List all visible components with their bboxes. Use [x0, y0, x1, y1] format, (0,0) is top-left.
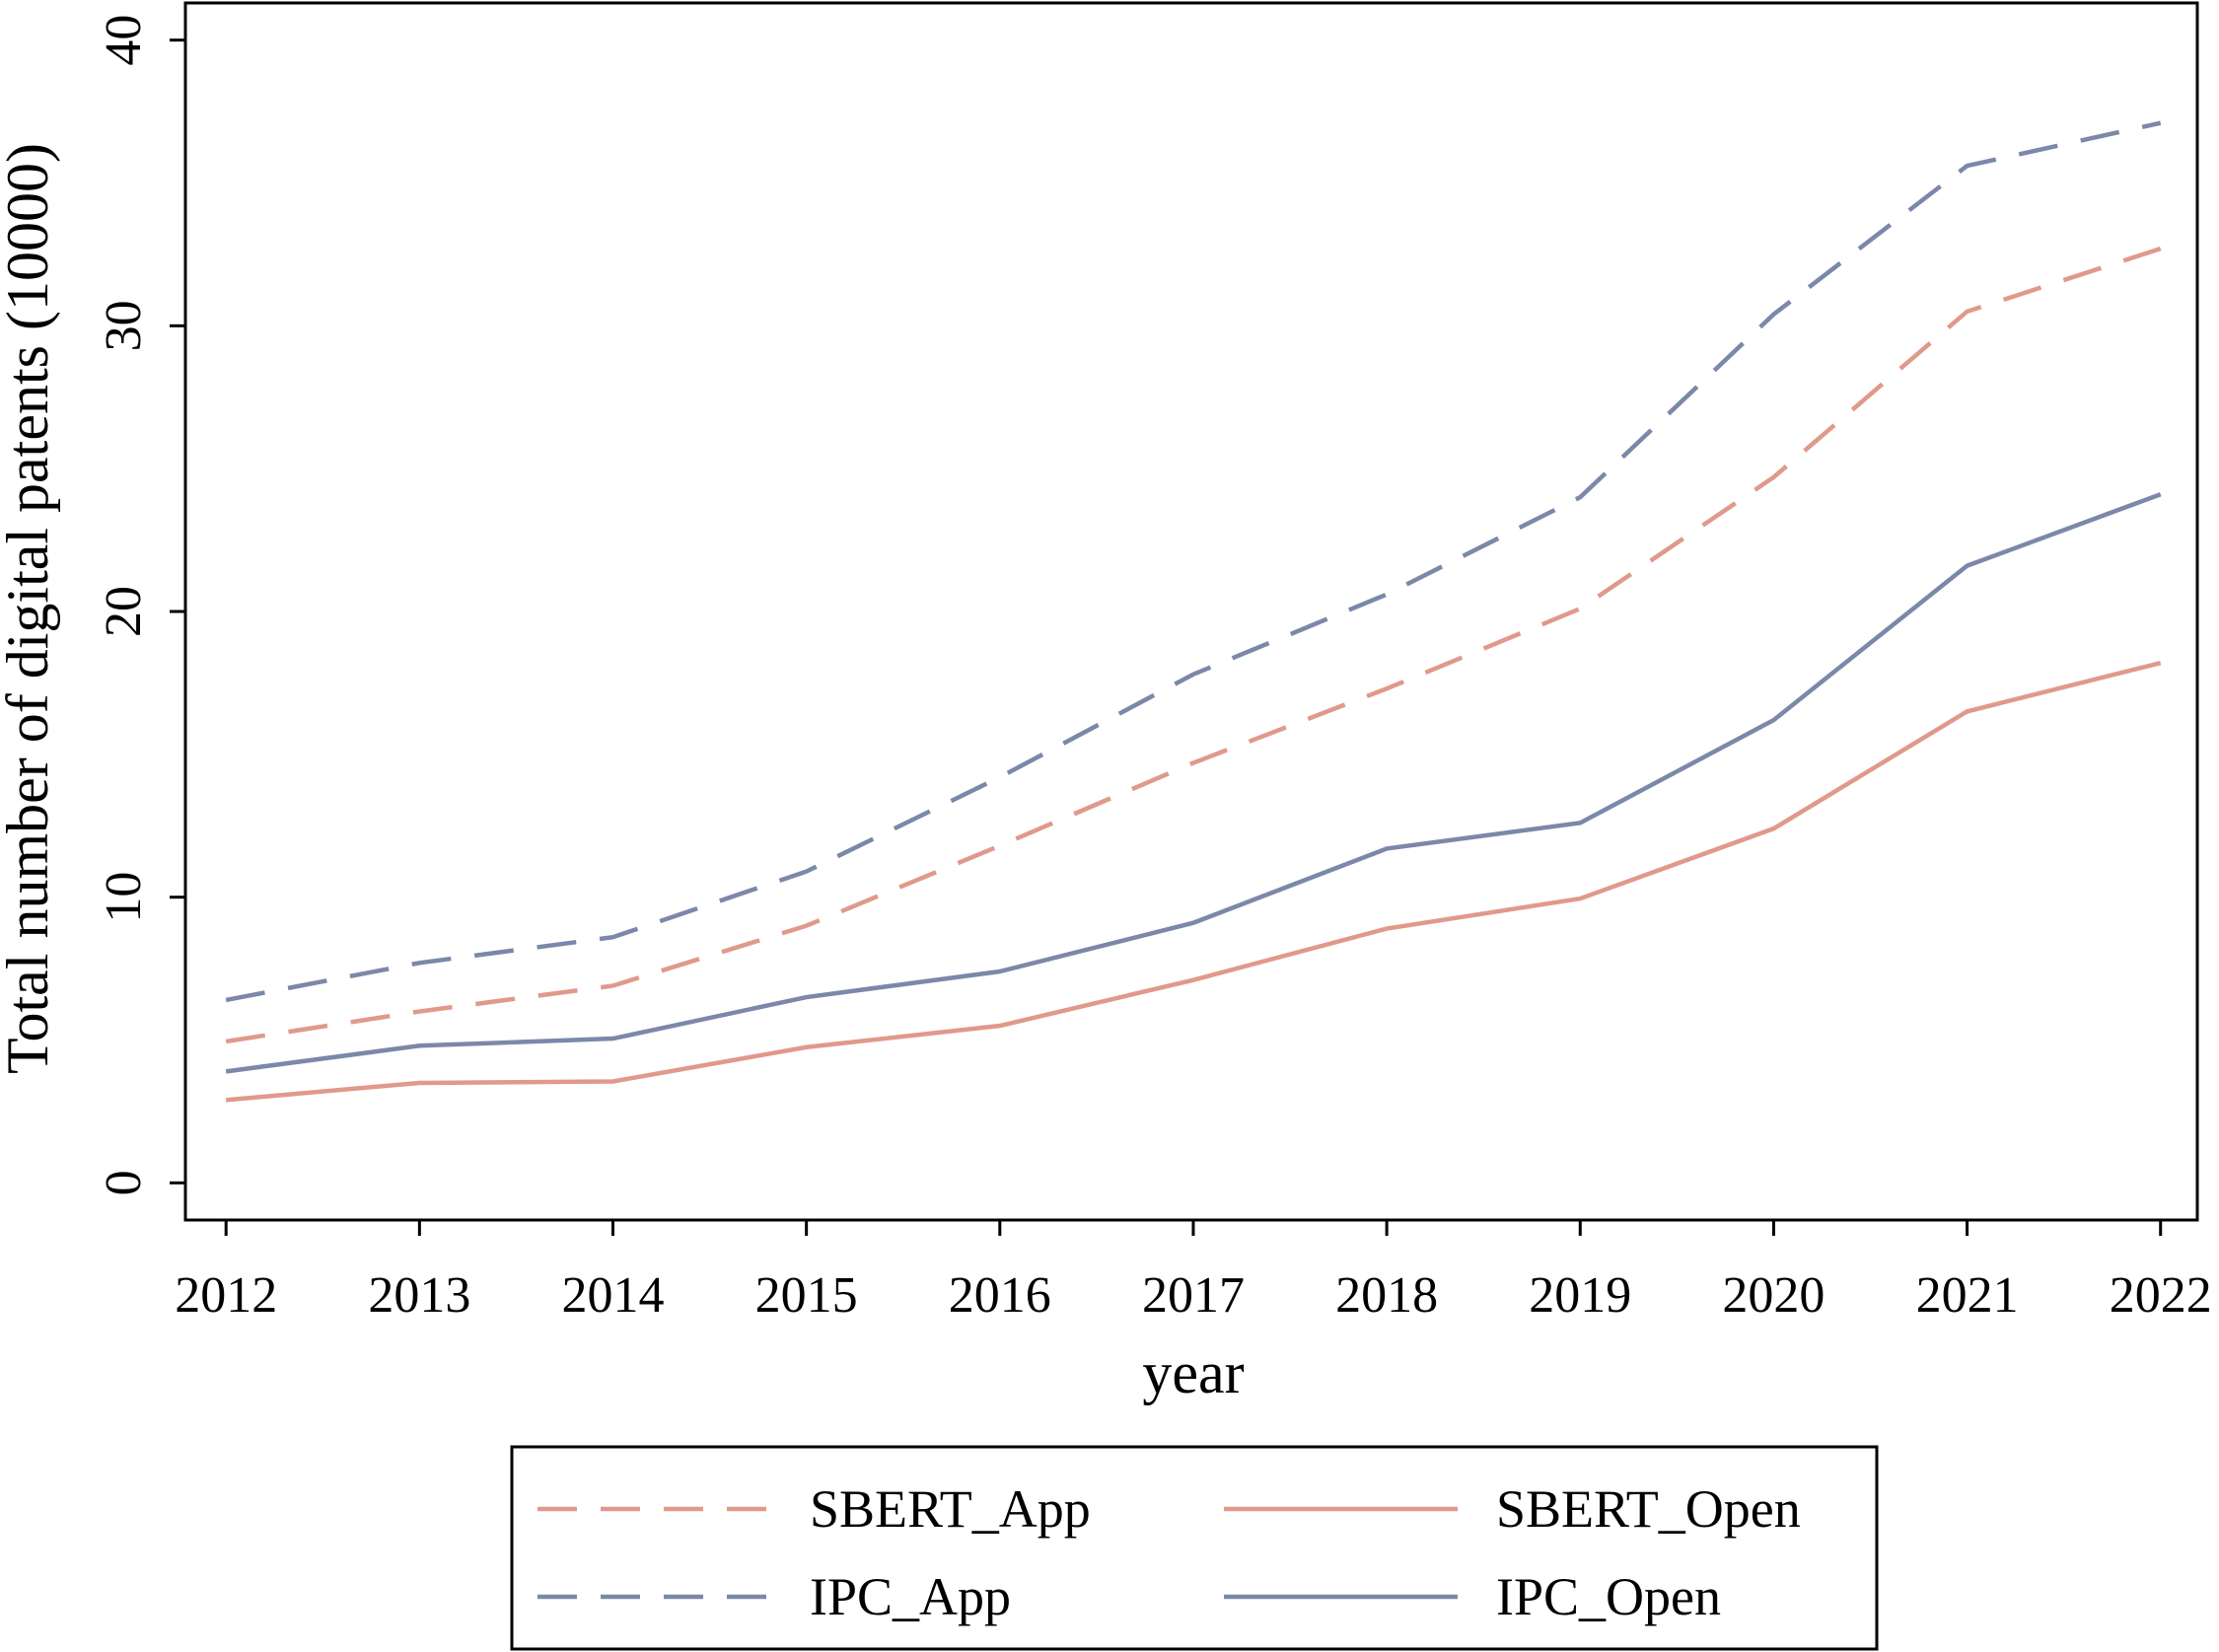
- legend-label: SBERT_Open: [1496, 1479, 1801, 1539]
- y-tick-label: 30: [96, 300, 152, 351]
- x-tick-label: 2016: [949, 1267, 1051, 1324]
- series-line: [225, 120, 2162, 1003]
- x-tick-label: 2020: [1722, 1267, 1825, 1324]
- y-tick-label: 10: [96, 872, 152, 923]
- x-tick-label: 2015: [755, 1267, 858, 1324]
- series-line: [225, 660, 2162, 1103]
- series-line: [225, 246, 2162, 1044]
- x-tick-label: 2013: [368, 1267, 470, 1324]
- x-tick-label: 2021: [1916, 1267, 2019, 1324]
- x-tick-label: 2012: [175, 1267, 277, 1324]
- y-tick-label: 0: [96, 1170, 152, 1195]
- legend-label: IPC_App: [810, 1567, 1011, 1626]
- x-tick-label: 2014: [562, 1267, 665, 1324]
- series-line: [225, 492, 2162, 1074]
- legend-label: IPC_Open: [1496, 1567, 1721, 1626]
- x-axis-label: year: [1142, 1340, 1244, 1405]
- y-axis-label: Total number of digital patents (10000): [0, 143, 60, 1074]
- x-tick-label: 2022: [2110, 1267, 2212, 1324]
- x-tick-label: 2019: [1529, 1267, 1631, 1324]
- x-tick-label: 2017: [1142, 1267, 1245, 1324]
- y-tick-label: 40: [96, 15, 152, 66]
- legend-label: SBERT_App: [810, 1479, 1091, 1539]
- plot-frame: [183, 1, 2199, 1222]
- legend-box: [510, 1445, 1879, 1651]
- x-tick-label: 2018: [1335, 1267, 1438, 1324]
- y-tick-label: 20: [96, 586, 152, 637]
